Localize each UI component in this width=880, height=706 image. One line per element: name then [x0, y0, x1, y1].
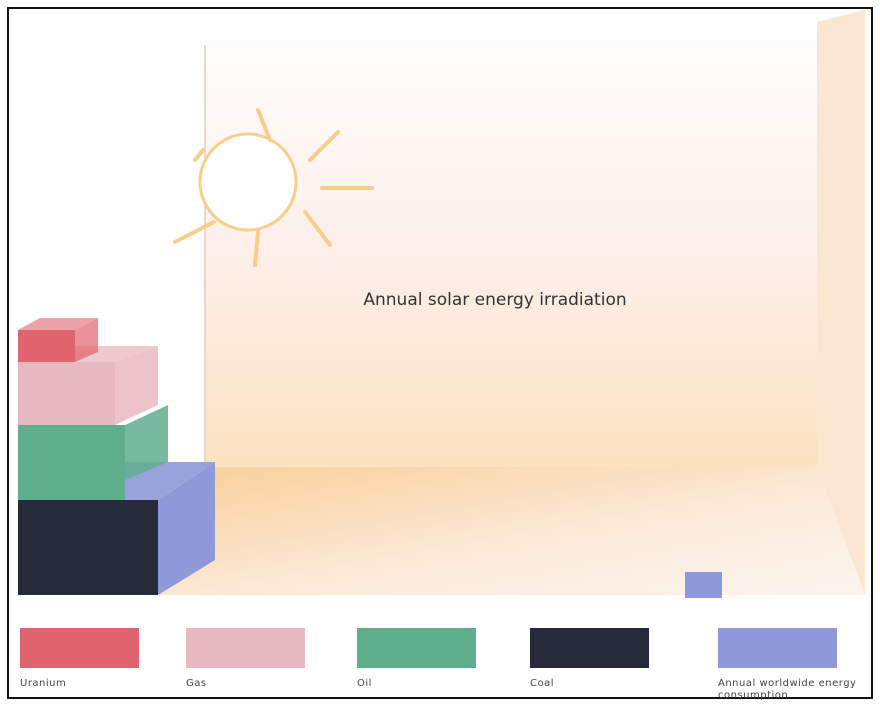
cube-face [685, 572, 722, 598]
cube-face [75, 318, 98, 362]
legend-label: Coal [530, 678, 555, 689]
legend-swatch [530, 628, 649, 668]
legend-label: Annual worldwide energy consumption [718, 678, 857, 701]
floor [150, 467, 865, 595]
cube-face [18, 330, 75, 362]
side-wall [817, 10, 865, 595]
legend-label: Uranium [20, 678, 67, 689]
cube-face [115, 346, 158, 425]
cube-face [18, 318, 98, 330]
legend-swatch [718, 628, 837, 668]
legend-label: Gas [186, 678, 207, 689]
cubes [18, 318, 722, 598]
cube-face [18, 362, 115, 425]
legend-swatch [357, 628, 476, 668]
sun [173, 108, 374, 267]
cube-face [158, 462, 215, 595]
legend-swatch [20, 628, 139, 668]
legend-label: Oil [357, 678, 372, 689]
cube-face [18, 425, 125, 500]
legend-swatch [186, 628, 305, 668]
title: Annual solar energy irradiation [363, 290, 626, 310]
cube-face [18, 500, 158, 595]
back-wall [205, 22, 817, 467]
cube-face [125, 405, 168, 480]
